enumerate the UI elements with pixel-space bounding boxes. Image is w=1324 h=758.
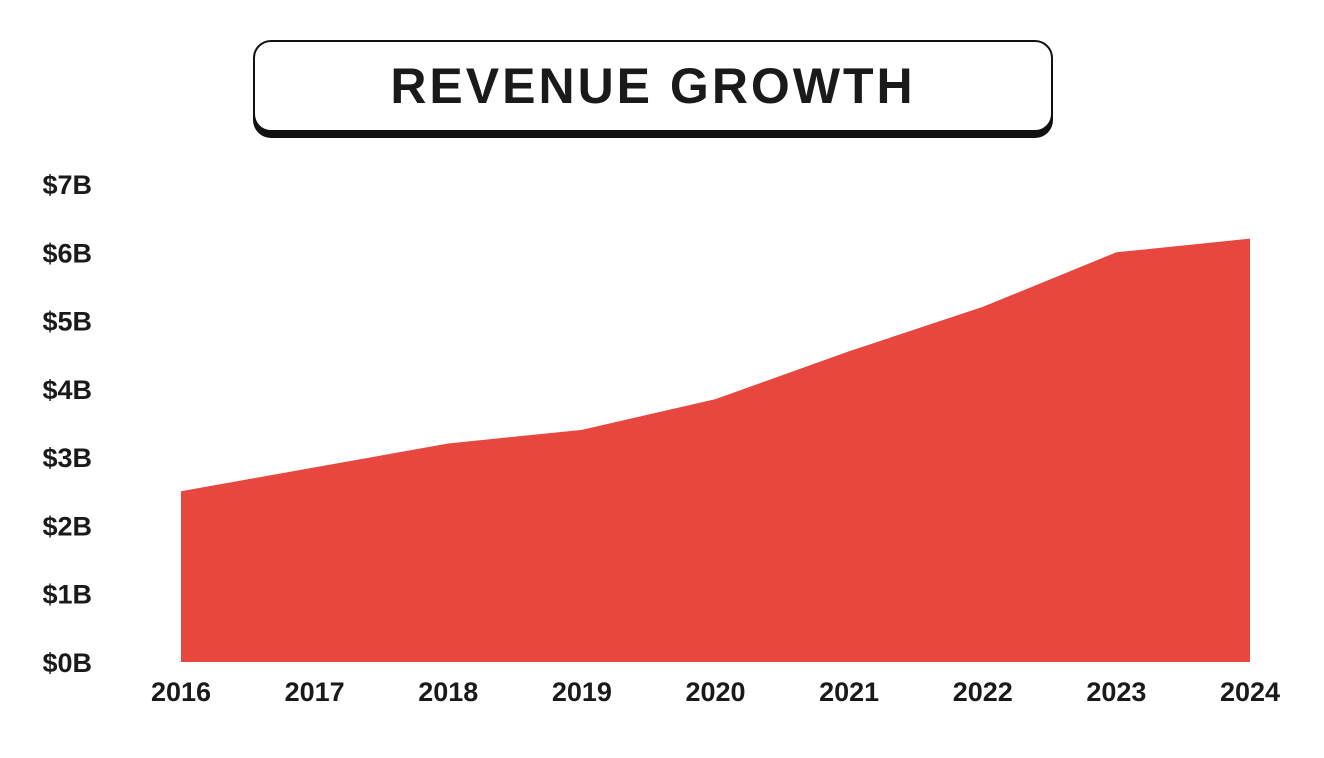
x-tick-label: 2023 <box>1086 677 1146 707</box>
x-tick-label: 2021 <box>819 677 879 707</box>
y-tick-label: $4B <box>42 375 92 405</box>
chart-title: REVENUE GROWTH <box>390 58 916 114</box>
chart-title-frame: REVENUE GROWTH <box>253 40 1053 140</box>
x-tick-label: 2019 <box>552 677 612 707</box>
y-axis: $0B $1B $2B $3B $4B $5B $6B $7B <box>42 170 92 678</box>
x-tick-label: 2017 <box>285 677 345 707</box>
y-tick-label: $3B <box>42 443 92 473</box>
y-tick-label: $5B <box>42 307 92 337</box>
x-axis: 2016 2017 2018 2019 2020 2021 2022 2023 2024 <box>151 677 1280 707</box>
area-series <box>181 238 1250 662</box>
x-tick-label: 2024 <box>1220 677 1280 707</box>
x-tick-label: 2018 <box>418 677 478 707</box>
x-tick-label: 2020 <box>685 677 745 707</box>
x-tick-label: 2016 <box>151 677 211 707</box>
y-tick-label: $7B <box>42 170 92 200</box>
chart-title-box: REVENUE GROWTH <box>253 40 1053 132</box>
y-tick-label: $6B <box>42 238 92 268</box>
area-series-layer <box>181 238 1250 662</box>
y-tick-label: $1B <box>42 580 92 610</box>
x-tick-label: 2022 <box>953 677 1013 707</box>
y-tick-label: $0B <box>42 648 92 678</box>
y-tick-label: $2B <box>42 511 92 541</box>
